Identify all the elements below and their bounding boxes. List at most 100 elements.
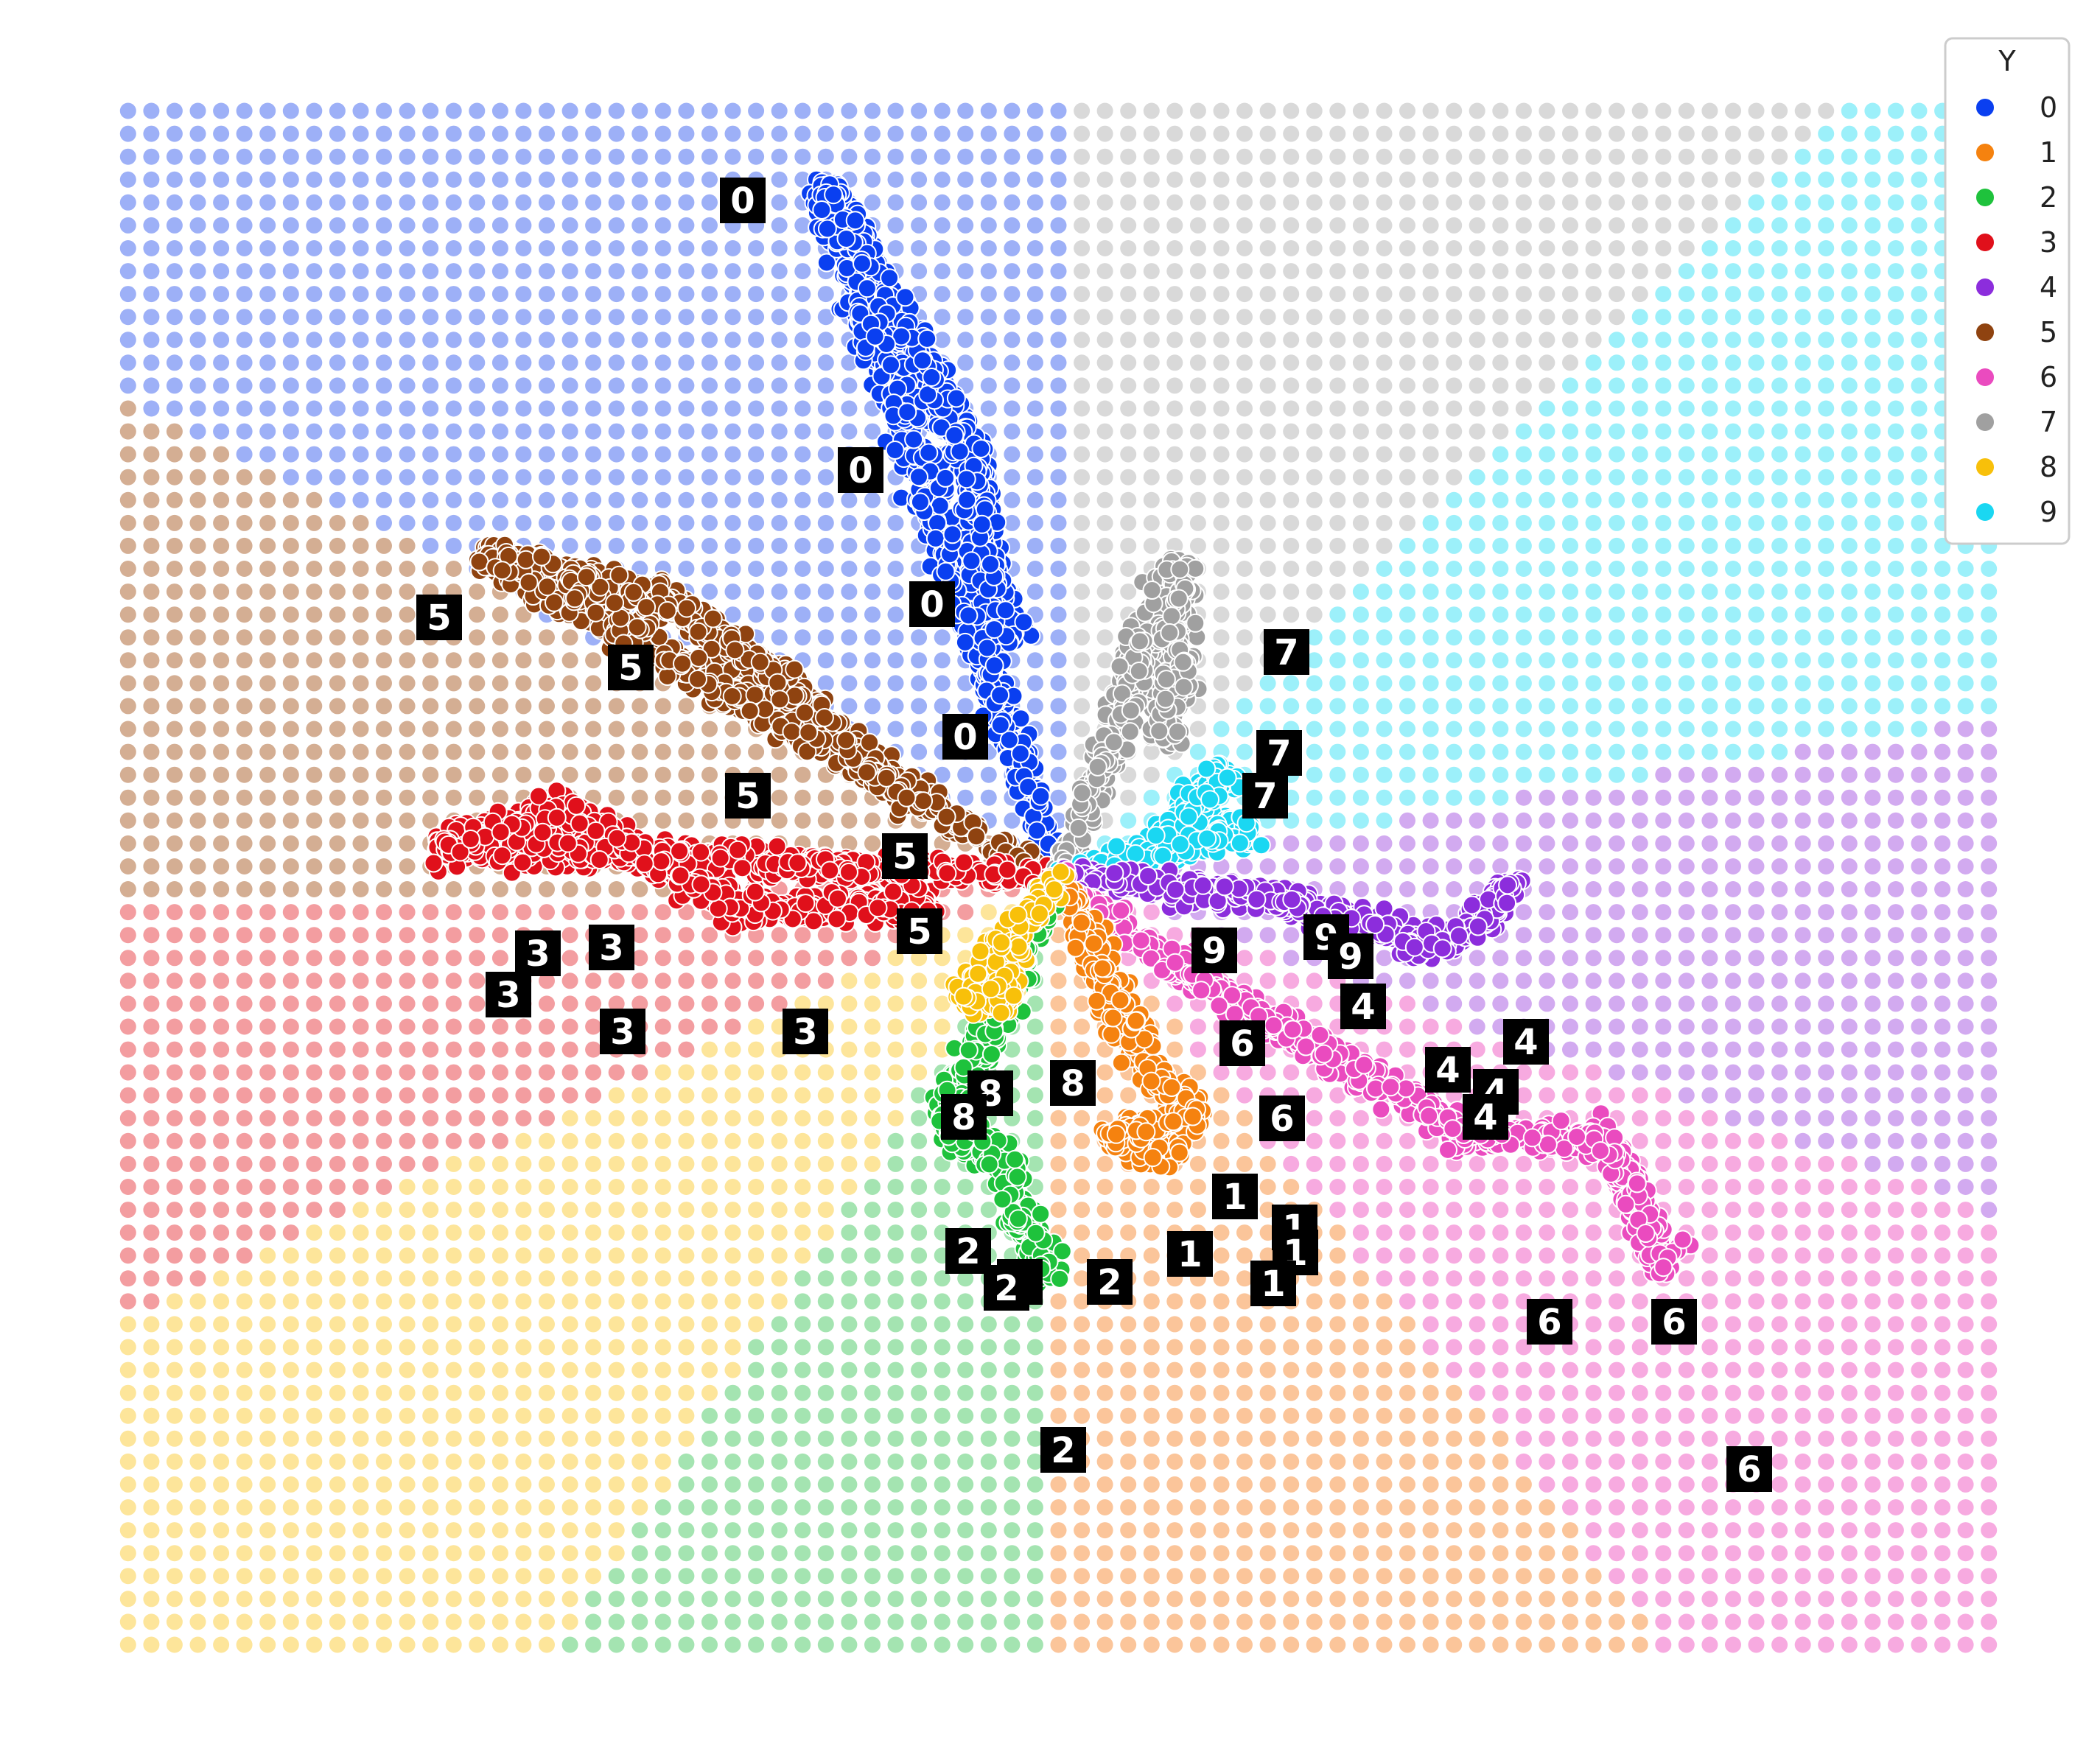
- grid-dot: [911, 972, 928, 989]
- grid-dot: [422, 1064, 439, 1081]
- grid-dot: [259, 1316, 276, 1333]
- grid-dot: [1818, 1247, 1835, 1264]
- grid-dot: [771, 1522, 788, 1539]
- grid-dot: [236, 1453, 253, 1470]
- grid-dot: [189, 972, 206, 989]
- grid-dot: [934, 1453, 951, 1470]
- grid-dot: [1213, 1613, 1230, 1630]
- grid-dot: [329, 858, 346, 874]
- grid-dot: [1352, 1339, 1369, 1356]
- grid-dot: [213, 766, 230, 783]
- grid-dot: [1771, 491, 1788, 508]
- grid-dot: [1399, 698, 1415, 715]
- grid-dot: [1609, 675, 1625, 692]
- grid-dot: [491, 1384, 508, 1401]
- grid-dot: [1864, 309, 1881, 326]
- grid-dot: [119, 1224, 136, 1241]
- grid-dot: [934, 1179, 951, 1195]
- grid-dot: [399, 652, 416, 669]
- grid-dot: [887, 606, 904, 623]
- grid-dot: [1283, 469, 1300, 486]
- grid-dot: [166, 286, 183, 303]
- grid-dot: [1562, 514, 1578, 531]
- grid-dot: [1911, 1476, 1928, 1493]
- grid-dot: [1004, 1316, 1021, 1333]
- grid-dot: [678, 400, 695, 417]
- grid-dot: [1004, 1361, 1021, 1378]
- grid-dot: [329, 1476, 346, 1493]
- grid-dot: [236, 1522, 253, 1539]
- grid-dot: [259, 583, 276, 600]
- grid-dot: [469, 1041, 486, 1058]
- grid-dot: [1794, 652, 1811, 669]
- grid-dot: [1399, 1545, 1415, 1562]
- grid-dot: [1631, 537, 1648, 554]
- grid-dot: [1492, 537, 1509, 554]
- grid-dot: [1609, 812, 1625, 829]
- grid-dot: [329, 927, 346, 944]
- grid-dot: [399, 469, 416, 486]
- grid-dot: [1655, 423, 1672, 440]
- grid-dot: [1725, 721, 1741, 737]
- grid-dot: [1981, 1155, 1998, 1172]
- grid-dot: [1631, 698, 1648, 715]
- grid-dot: [841, 537, 858, 554]
- grid-dot: [1026, 309, 1043, 326]
- grid-dot: [794, 286, 811, 303]
- grid-dot: [1748, 904, 1765, 921]
- grid-dot: [236, 972, 253, 989]
- grid-dot: [724, 1132, 741, 1149]
- grid-dot: [1911, 743, 1928, 760]
- grid-dot: [1213, 1155, 1230, 1172]
- grid-dot: [1864, 263, 1881, 280]
- grid-dot: [1166, 995, 1183, 1012]
- grid-dot: [1794, 309, 1811, 326]
- grid-dot: [1096, 1613, 1113, 1630]
- grid-dot: [1143, 1384, 1160, 1401]
- grid-dot: [817, 1613, 834, 1630]
- grid-dot: [654, 1522, 671, 1539]
- grid-dot: [469, 995, 486, 1012]
- grid-dot: [654, 1407, 671, 1424]
- grid-dot: [1794, 904, 1811, 921]
- grid-dot: [1771, 1155, 1788, 1172]
- grid-dot: [1143, 286, 1160, 303]
- grid-dot: [1911, 972, 1928, 989]
- grid-dot: [236, 354, 253, 371]
- grid-dot: [724, 1591, 741, 1608]
- grid-dot: [1771, 1499, 1788, 1515]
- grid-dot: [306, 1339, 323, 1356]
- grid-dot: [608, 1224, 625, 1241]
- grid-dot: [724, 1499, 741, 1515]
- grid-dot: [166, 995, 183, 1012]
- grid-dot: [189, 1132, 206, 1149]
- grid-dot: [771, 1407, 788, 1424]
- grid-dot: [1701, 1064, 1718, 1081]
- grid-dot: [469, 950, 486, 967]
- grid-dot: [1469, 652, 1485, 669]
- grid-dot: [1841, 514, 1858, 531]
- grid-dot: [585, 698, 602, 715]
- grid-dot: [771, 1636, 788, 1653]
- grid-dot: [469, 1155, 486, 1172]
- grid-dot: [1631, 652, 1648, 669]
- grid-dot: [585, 491, 602, 508]
- grid-dot: [236, 1293, 253, 1310]
- grid-dot: [724, 1522, 741, 1539]
- grid-dot: [794, 263, 811, 280]
- grid-dot: [1794, 1636, 1811, 1653]
- grid-dot: [1189, 1568, 1206, 1585]
- grid-dot: [1004, 1613, 1021, 1630]
- grid-dot: [422, 1499, 439, 1515]
- grid-dot: [1120, 1224, 1137, 1241]
- grid-dot: [445, 927, 462, 944]
- grid-dot: [911, 698, 928, 715]
- grid-dot: [911, 743, 928, 760]
- grid-dot: [376, 652, 392, 669]
- grid-dot: [422, 1179, 439, 1195]
- grid-dot: [1725, 1270, 1741, 1287]
- grid-dot: [1446, 1591, 1463, 1608]
- grid-dot: [1213, 1132, 1230, 1149]
- grid-dot: [1655, 1384, 1672, 1401]
